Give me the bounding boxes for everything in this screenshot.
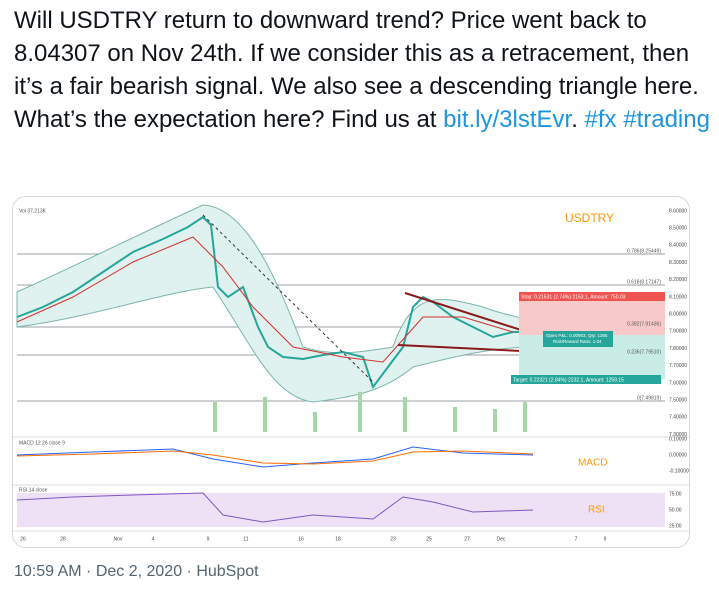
rsi-line: [16, 492, 534, 523]
macd-axis-label: -0.10000: [669, 468, 689, 474]
time-axis-label: 28: [60, 536, 66, 542]
fib-label: 0.382(7.91436): [627, 321, 661, 327]
fib-label: 0.618(8.17147): [627, 279, 661, 285]
price-axis-label: 8.00000: [669, 312, 687, 318]
fib-label: 0.786(8.25449): [627, 248, 661, 254]
tweet-text: Will USDTRY return to downward trend? Pr…: [14, 4, 714, 136]
price-axis-label: 8.10000: [669, 294, 687, 300]
price-axis-label: 8.60000: [669, 208, 687, 214]
fib-label: 0.236(7.79510): [627, 349, 661, 355]
volume-label: Vol 37.213K: [19, 208, 47, 214]
time-axis-label: 7: [575, 536, 578, 542]
price-axis-label: 8.40000: [669, 243, 687, 249]
symbol: USDTRY: [565, 211, 614, 225]
price-axis-label: 7.50000: [669, 398, 687, 404]
bollinger-band: [16, 204, 534, 403]
macd-axis-label: 0.00000: [669, 452, 687, 458]
rsi-axis-label: 75.00: [669, 491, 682, 497]
price-axis-label: 8.30000: [669, 260, 687, 266]
price-axis-label: 7.80000: [669, 346, 687, 352]
time-axis-label: 25: [426, 536, 432, 542]
macd-axis-label: 0.10000: [669, 436, 687, 442]
time-axis-label: 27: [464, 536, 470, 542]
rsi-label: RSI 14 close: [19, 487, 48, 493]
time-axis-label: 11: [243, 536, 248, 542]
fib-label: 0(7.49819): [637, 395, 662, 401]
tweet-meta: 10:59 AM · Dec 2, 2020 · HubSpot: [14, 563, 259, 580]
text: .: [571, 106, 585, 133]
macd-label: MACD 12 26 close 9: [19, 440, 65, 446]
hashtag[interactable]: #trading: [623, 106, 710, 133]
ratio-label: Risk/Reward Ratio: 1.04: [553, 339, 602, 344]
rsi-axis-label: 50.00: [669, 507, 682, 513]
target-tag: [511, 375, 661, 384]
time-axis-label: Nov: [114, 536, 123, 542]
stop-label: Stop: 0.21531 (2.74%) 2153.1, Amount: 75…: [521, 294, 626, 300]
time-axis-label: 4: [152, 536, 155, 542]
trading-chart: USDTRY Vol 37.213K MACD 12 26 close 9 MA…: [13, 197, 689, 547]
moving-average: [16, 236, 514, 363]
time-axis-label: 9: [207, 536, 210, 542]
macd-line: [16, 446, 534, 468]
target-label: Target: 0.22321 (2.84%) 2232.1, Amount: …: [513, 377, 624, 383]
text: Will USDTRY return to downward trend? Pr…: [14, 7, 699, 133]
price-axis-label: 8.20000: [669, 277, 687, 283]
position-label: Open P&L: 0.00903, Qty: 1365: [546, 333, 608, 338]
time-axis-label: 23: [390, 536, 396, 542]
rsi-band: [17, 493, 665, 527]
stop-tag: [519, 292, 665, 301]
stop-zone: [519, 295, 665, 335]
price-line: [16, 215, 528, 390]
link[interactable]: bit.ly/3lstEvr: [443, 106, 572, 133]
time-axis-label: 26: [20, 536, 26, 542]
price-axis-label: 8.50000: [669, 226, 687, 232]
price-axis-label: 7.90000: [669, 329, 687, 335]
time-axis-label: 16: [298, 536, 304, 542]
price-axis-label: 7.60000: [669, 380, 687, 386]
position-tag: [543, 331, 613, 347]
price-axis-label: 7.70000: [669, 363, 687, 369]
chart-image[interactable]: USDTRY Vol 37.213K MACD 12 26 close 9 MA…: [12, 196, 690, 548]
time-axis-label: Dec: [497, 536, 506, 542]
time-axis-label: 18: [335, 536, 341, 542]
volume-bars: [213, 392, 527, 432]
hashtag[interactable]: #fx: [584, 106, 617, 133]
rsi-axis-label: 25.00: [669, 523, 682, 529]
time-axis-label: 9: [604, 536, 607, 542]
rsi-panel: RSI: [588, 505, 605, 516]
macd-panel: MACD: [578, 458, 607, 469]
price-axis-label: 7.40000: [669, 415, 687, 421]
price-axis-label: 7.30000: [669, 432, 687, 438]
trend-line: [202, 214, 374, 383]
signal-line: [16, 450, 534, 465]
